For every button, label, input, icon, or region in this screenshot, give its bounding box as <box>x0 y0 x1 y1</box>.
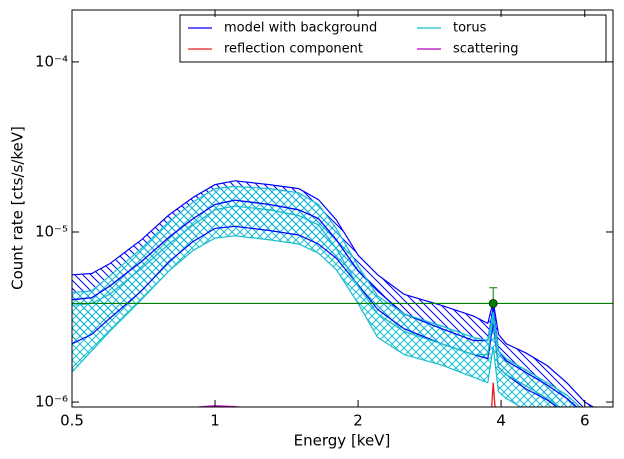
legend-label: reflection component <box>224 42 363 57</box>
x-tick-label: 2 <box>353 412 363 430</box>
y-tick-label: 10⁻⁵ <box>35 222 68 240</box>
series-line <box>72 205 562 407</box>
y-tick-label: 10⁻⁴ <box>35 52 68 70</box>
confidence-band <box>72 186 580 407</box>
series-line <box>491 382 496 407</box>
band-edge <box>72 185 581 407</box>
x-tick-label: 6 <box>580 412 590 430</box>
x-tick-label: 0.5 <box>60 412 84 430</box>
band-edge <box>72 180 595 407</box>
x-tick-label: 4 <box>496 412 506 430</box>
y-tick-label: 10⁻⁶ <box>35 393 68 411</box>
band-edge <box>72 225 559 407</box>
legend-label: scattering <box>453 42 519 57</box>
y-axis-label: Count rate [cts/s/keV] <box>9 126 27 290</box>
legend-box <box>179 14 607 63</box>
x-tick-label: 1 <box>210 412 220 430</box>
legend-label: model with background <box>224 21 377 36</box>
band-edge <box>72 235 522 407</box>
axes-frame <box>71 9 614 408</box>
legend: model with background torus reflection com… <box>179 14 607 63</box>
legend-label: torus <box>453 21 487 36</box>
x-axis-label: Energy [keV] <box>294 432 391 450</box>
data-point <box>488 298 498 308</box>
